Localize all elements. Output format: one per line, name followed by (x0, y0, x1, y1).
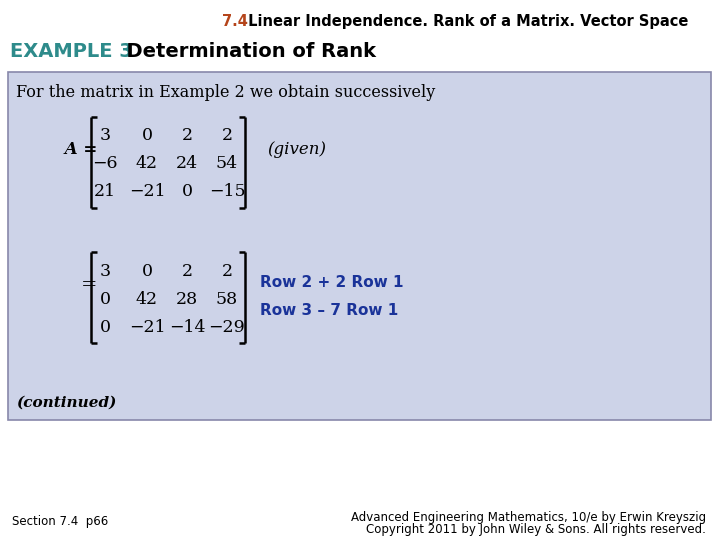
Text: 42: 42 (136, 291, 158, 307)
Text: Copyright 2011 by John Wiley & Sons. All rights reserved.: Copyright 2011 by John Wiley & Sons. All… (366, 523, 706, 536)
Text: 28: 28 (176, 291, 198, 307)
Text: 42: 42 (136, 156, 158, 172)
Text: 0: 0 (99, 291, 110, 307)
Text: −21: −21 (129, 319, 166, 335)
Text: For the matrix in Example 2 we obtain successively: For the matrix in Example 2 we obtain su… (16, 84, 436, 101)
Text: 54: 54 (216, 156, 238, 172)
Text: −6: −6 (92, 156, 118, 172)
Text: 2: 2 (181, 127, 192, 145)
Text: Row 2 + 2 Row 1: Row 2 + 2 Row 1 (260, 275, 403, 289)
Text: 3: 3 (99, 262, 111, 280)
Text: 0: 0 (142, 127, 153, 145)
Text: 2: 2 (181, 262, 192, 280)
Text: −21: −21 (129, 184, 166, 200)
Text: 3: 3 (99, 127, 111, 145)
FancyBboxPatch shape (8, 72, 711, 420)
Text: (given): (given) (267, 141, 326, 159)
Text: (continued): (continued) (16, 396, 117, 410)
Text: 0: 0 (142, 262, 153, 280)
Text: EXAMPLE 3: EXAMPLE 3 (10, 42, 132, 61)
Text: A =: A = (59, 141, 97, 159)
Text: 21: 21 (94, 184, 116, 200)
Text: 0: 0 (99, 319, 110, 335)
Text: 2: 2 (222, 127, 233, 145)
Text: Determination of Rank: Determination of Rank (113, 42, 376, 61)
Text: 0: 0 (181, 184, 192, 200)
Text: =: = (81, 276, 97, 294)
Text: −15: −15 (209, 184, 246, 200)
Text: Advanced Engineering Mathematics, 10/e by Erwin Kreyszig: Advanced Engineering Mathematics, 10/e b… (351, 510, 706, 523)
Text: 2: 2 (222, 262, 233, 280)
Text: −14: −14 (168, 319, 205, 335)
Text: 58: 58 (216, 291, 238, 307)
Text: Section 7.4  p66: Section 7.4 p66 (12, 516, 108, 529)
Text: Linear Independence. Rank of a Matrix. Vector Space: Linear Independence. Rank of a Matrix. V… (243, 14, 688, 29)
Text: 24: 24 (176, 156, 198, 172)
Text: Row 3 – 7 Row 1: Row 3 – 7 Row 1 (260, 303, 398, 318)
Text: −29: −29 (209, 319, 246, 335)
Text: 7.4: 7.4 (222, 14, 248, 29)
